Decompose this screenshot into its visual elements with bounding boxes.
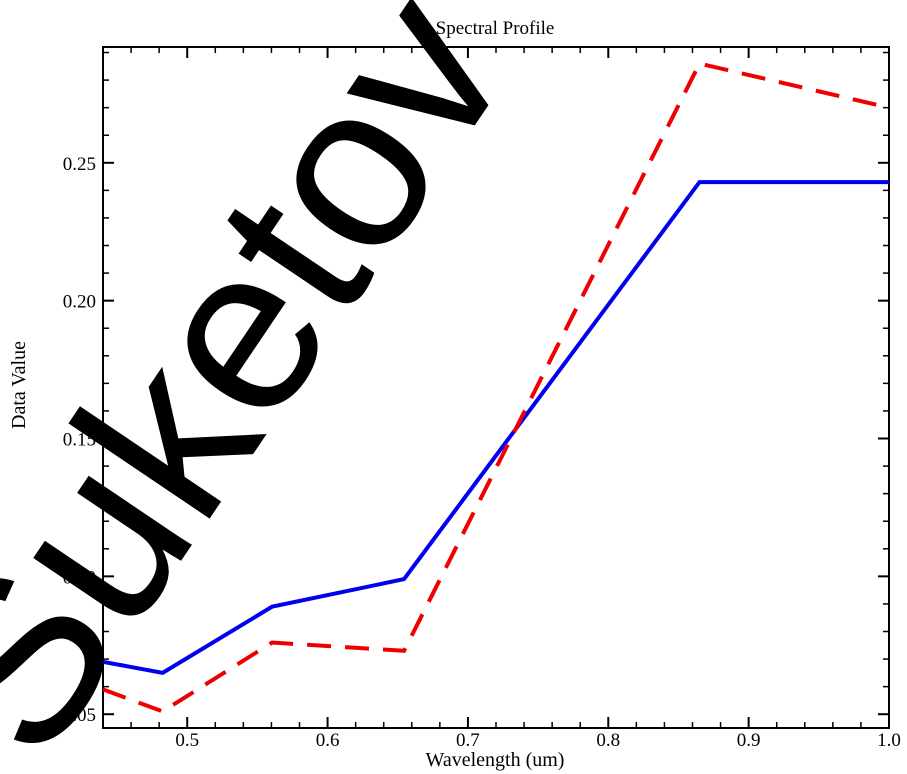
y-tick-label: 0.20 — [63, 292, 96, 313]
x-tick-label: 0.6 — [316, 730, 340, 751]
x-tick-label: 1.0 — [877, 730, 901, 751]
y-tick-label: 0.15 — [63, 430, 96, 451]
x-tick-label: 0.7 — [456, 730, 480, 751]
y-tick-label: 0.05 — [63, 705, 96, 726]
watermark-text: Suketov Univ — [0, 0, 856, 774]
y-axis-label: Data Value — [8, 341, 30, 429]
x-axis-label: Wavelength (um) — [426, 749, 565, 771]
y-tick-label: 0.10 — [63, 567, 96, 588]
chart-title: Spectral Profile — [436, 18, 555, 39]
series-layer — [103, 61, 889, 714]
watermark: Suketov Univ — [0, 0, 856, 774]
series-line-2 — [103, 61, 889, 714]
series-line-1 — [103, 180, 889, 675]
y-tick-label: 0.25 — [63, 154, 96, 175]
tick-labels: 0.5 0.6 0.7 0.8 0.9 1.0 0.05 0.10 0.15 0.20 0.25 — [63, 154, 901, 751]
x-tick-label: 0.9 — [737, 730, 761, 751]
x-tick-label: 0.5 — [175, 730, 199, 751]
ticks-layer — [102, 47, 890, 728]
x-tick-label: 0.8 — [596, 730, 620, 751]
